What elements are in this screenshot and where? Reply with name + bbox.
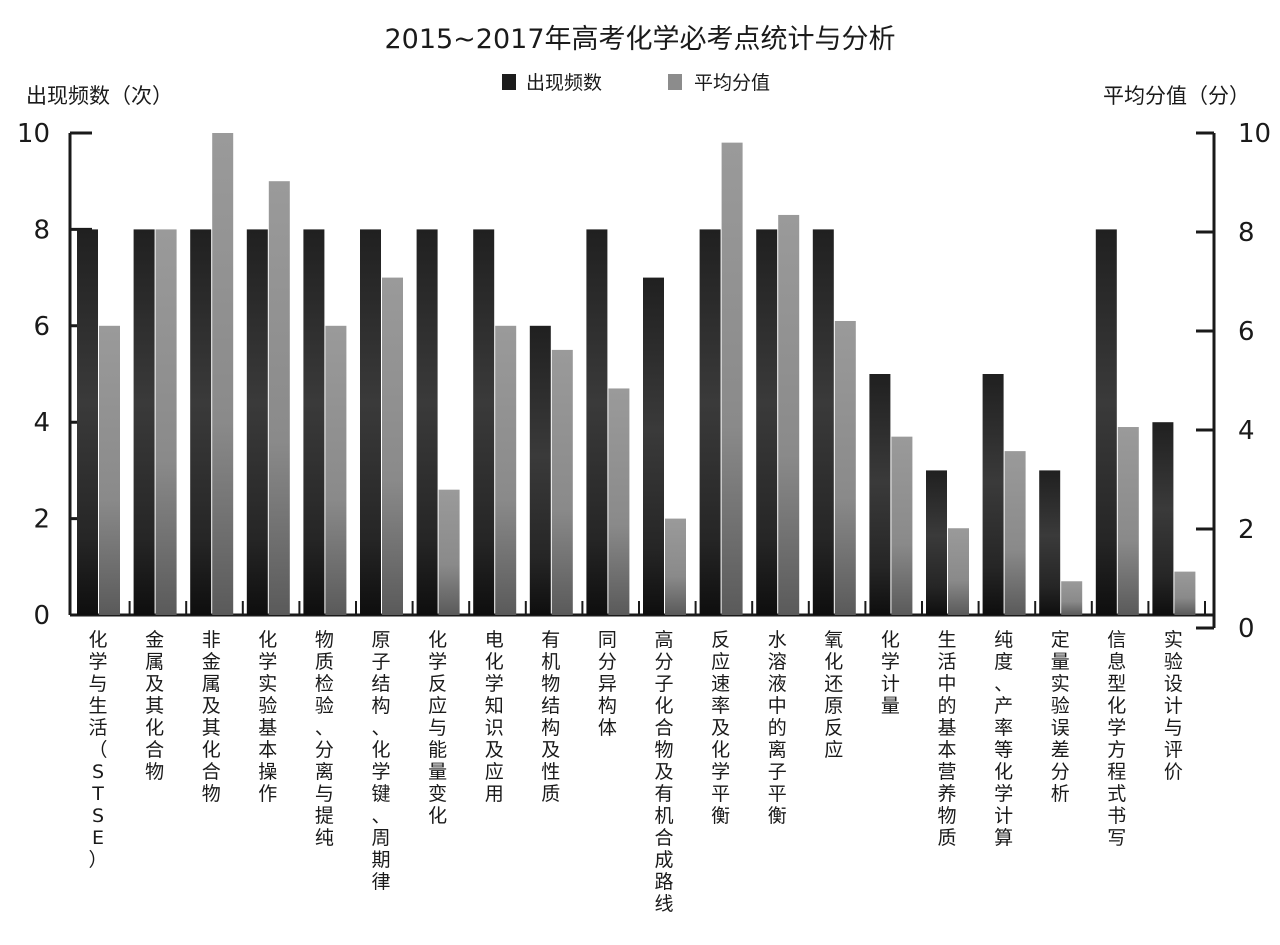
right-tick-label: 4 [1238,416,1255,446]
chart-title: 2015~2017年高考化学必考点统计与分析 [384,24,895,55]
frequency-bar [699,229,721,615]
category-label: 化学与生活（ S T S E） [88,629,107,871]
category-labels: 化学与生活（ S T S E ） 金属及其化合物 非金属及其化合物 化学实验基本操作 物质检验、分… [88,629,1182,915]
right-tick-label: 6 [1238,317,1255,347]
average-score-bar [268,181,290,615]
average-score-bar [834,320,856,615]
frequency-bar [529,325,551,615]
legend-label-frequency: 出现频数 [526,72,602,94]
left-tick-label: 0 [33,601,50,631]
category-label: 物质检验、分离与提纯 [315,629,334,849]
frequency-bar [416,229,438,615]
average-score-bar [325,325,347,615]
category-label: 定量实验误差分析 [1051,629,1070,805]
category-label: 纯度、产率等化学计算 [994,629,1013,849]
average-score-bar [778,214,800,615]
right-axis-title: 平均分值（分） [1103,84,1250,108]
average-score-bar [1061,581,1083,615]
left-tick-label: 10 [17,119,50,149]
category-label: 化学实验基本操作 [258,629,277,805]
left-axis-title: 出现频数（次） [26,84,173,108]
category-label: 反应速率及化学平衡 [711,629,730,827]
frequency-bar [77,229,98,615]
average-score-bar [438,489,460,615]
average-score-bar [948,528,969,615]
category-label: 实验设计与评价 [1164,629,1183,783]
category-label: 非金属及其化合物 [202,629,221,805]
frequency-bar [982,374,1004,615]
legend-swatch-frequency [502,74,516,90]
frequency-bar [360,229,381,615]
right-tick-label: 0 [1238,614,1255,644]
category-label: 电化学知识及应用 [485,629,504,805]
average-score-bar [495,325,517,615]
average-score-bar [721,142,743,615]
average-score-bar [382,277,403,615]
frequency-bar [926,470,947,615]
legend-label-average: 平均分值 [694,72,770,94]
right-tick-label: 2 [1238,515,1255,545]
frequency-bar [1152,422,1174,615]
average-score-bar [1004,451,1026,615]
frequency-bar [303,229,325,615]
category-label: 高分子化合物及有机合成路线 [654,629,673,915]
average-score-bar [608,388,630,615]
average-score-bar [99,325,120,615]
category-label: 化学计量 [881,629,900,717]
frequency-bar [473,229,495,615]
frequency-bar [869,374,891,615]
legend-swatch-average [668,74,682,90]
left-tick-label: 8 [33,215,50,245]
legend: 出现频数 平均分值 [502,72,770,94]
frequency-bar [246,229,268,615]
frequency-bar [1095,229,1117,615]
frequency-bar [812,229,834,615]
left-tick-label: 2 [33,505,50,535]
frequency-bar [1039,470,1061,615]
frequency-bar [586,229,608,615]
left-tick-label: 4 [33,408,50,438]
left-axis-ticks: 0 2 4 6 8 10 [17,119,92,631]
frequency-bar [643,277,664,615]
category-label: 有机物结构及性质 [541,629,560,805]
frequency-bar [190,229,212,615]
category-label: 原子结构、化学键、周期律 [371,629,390,893]
category-label: 生活中的基本营养物质 [937,629,956,849]
average-score-bar [1117,427,1139,615]
category-label: 金属及其化合物 [145,629,164,783]
average-score-bar [1174,571,1196,615]
right-tick-label: 8 [1238,218,1255,248]
average-score-bar [551,349,573,615]
average-score-bar [665,518,686,615]
right-axis-ticks: 0 2 4 6 8 10 [1196,119,1271,644]
category-label: 同分异构体 [598,629,617,739]
frequency-bar [756,229,778,615]
average-score-bar [212,133,234,615]
category-label: 信息型化学方程式书写 [1107,629,1126,849]
average-score-bar [155,229,177,615]
left-tick-label: 6 [33,312,50,342]
category-label: 氧化还原反应 [824,629,843,761]
average-score-bar [891,436,913,615]
frequency-bar [133,229,155,615]
category-label: 化学反应与能量变化 [428,629,447,827]
category-label: 水溶液中的离子平衡 [768,629,787,827]
right-tick-label: 10 [1238,119,1271,149]
bars [77,133,1206,615]
